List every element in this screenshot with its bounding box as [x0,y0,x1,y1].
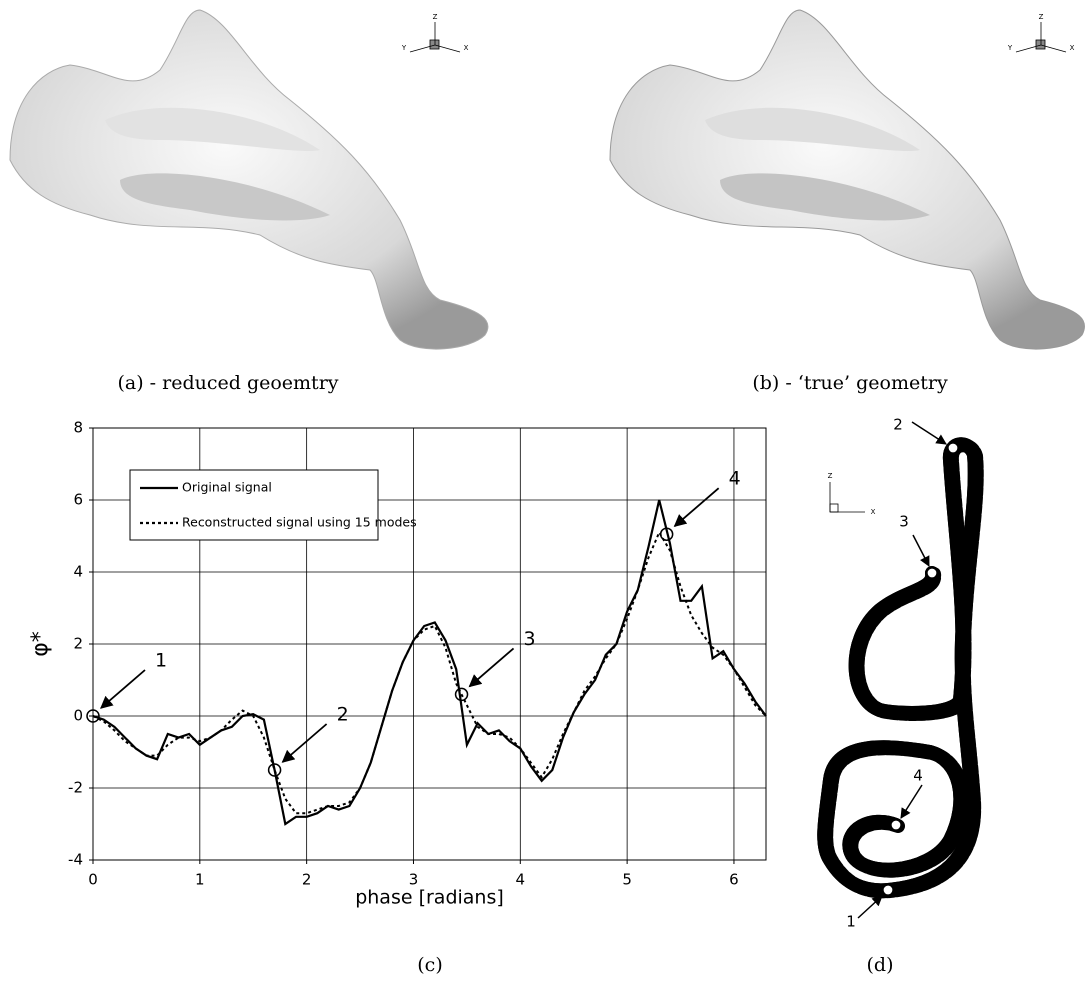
y-tick-label: 6 [73,491,83,509]
annotation-label: 3 [524,628,536,650]
legend-label: Reconstructed signal using 15 modes [182,515,417,530]
caption: (a) - reduced geoemtry [117,372,338,394]
x-axis-label: phase [radians] [355,887,504,909]
y-tick-label: 8 [73,419,83,437]
x-tick-label: 2 [302,871,312,889]
y-tick-label: -2 [68,779,83,797]
y-tick-label: 0 [73,707,83,725]
figure: Z Y X Z Y X (a) - reduced geoemtry (b) -… [0,0,1089,983]
x-tick-label: 0 [88,871,98,889]
y-tick-label: 2 [73,635,83,653]
triad-x: X [871,508,876,516]
x-tick-label: 1 [195,871,205,889]
panel-d-triad [830,482,865,512]
point-label: 4 [913,767,923,785]
triad-y: Y [1007,44,1013,52]
geometry-a [10,10,488,349]
contour [824,422,977,918]
y-tick-label: -4 [68,851,83,869]
x-tick-label: 6 [729,871,739,889]
annotation-arrow [283,724,327,762]
point-label: 2 [893,416,903,434]
series-line [93,532,766,813]
annotation-label: 2 [337,704,349,726]
triad-x: X [1070,44,1075,52]
x-tick-label: 4 [516,871,526,889]
triad-z: Z [1039,13,1044,21]
y-axis-label: φ* [28,631,53,657]
triad-a [410,22,460,52]
x-tick-label: 5 [622,871,632,889]
triad-x: X [464,44,469,52]
annotation-label: 4 [729,468,741,490]
caption: (b) - ‘true’ geometry [752,372,948,394]
annotation-arrow [470,648,514,686]
annotation-arrow [101,670,145,708]
caption: (d) [867,954,894,976]
annotation-label: 1 [155,650,167,672]
triad-z: Z [433,13,438,21]
triad-b [1016,22,1066,52]
caption: (c) [417,954,442,976]
point-label: 1 [846,913,856,931]
legend-label: Original signal [182,480,272,495]
triad-y: Y [401,44,407,52]
series-line [93,500,766,824]
point-label: 3 [899,513,909,531]
triad-z: Z [828,472,833,480]
annotation-arrow [675,488,719,526]
y-tick-label: 4 [73,563,83,581]
geometry-b [610,10,1085,349]
